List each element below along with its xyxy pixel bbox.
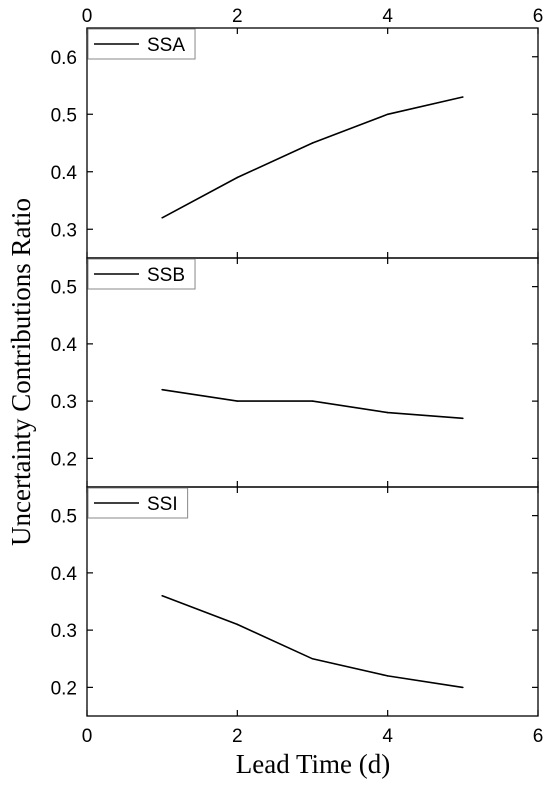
data-point <box>311 657 314 660</box>
legend-ssb: SSB <box>87 258 196 290</box>
y-tick-label: 0.4 <box>51 564 78 585</box>
panel-3: 0.2 0.3 0.4 0.5 SSI <box>51 486 539 717</box>
y-tick-label: 0.3 <box>51 621 77 642</box>
panel-2: 0.2 0.3 0.4 0.5 SSB <box>51 257 539 488</box>
panel-1: 0.3 0.4 0.5 0.6 SSA <box>51 27 539 259</box>
y-tick-label: 0.4 <box>51 163 78 184</box>
data-point <box>161 388 163 391</box>
x-axis-title: Lead Time (d) <box>236 749 391 779</box>
legend-ssa: SSA <box>87 28 196 60</box>
y-tick-label: 0.3 <box>51 220 77 241</box>
legend-label: SSA <box>147 35 185 56</box>
y-tick-label: 0.3 <box>51 392 77 413</box>
x-tick-label: 0 <box>82 726 93 747</box>
panel-frame <box>86 257 539 488</box>
x-tick-label: 6 <box>533 726 544 747</box>
data-point <box>236 176 239 179</box>
data-point <box>386 113 389 116</box>
legend-label: SSI <box>147 494 178 515</box>
y-axis-title: Uncertainty Contributions Ratio <box>6 198 36 546</box>
series-line-ssi <box>161 595 463 689</box>
x-tick-label-top: 6 <box>533 6 544 27</box>
x-tick-label: 4 <box>382 726 393 747</box>
data-point <box>462 96 464 98</box>
y-tick-label: 0.6 <box>51 48 77 69</box>
data-point <box>161 594 163 597</box>
y-tick-label: 0.2 <box>51 449 77 470</box>
y-tick-label: 0.5 <box>51 105 77 126</box>
x-tick-label-top: 0 <box>82 6 93 27</box>
y-tick-label: 0.4 <box>51 335 78 356</box>
legend-ssi: SSI <box>87 487 189 519</box>
data-point <box>386 675 389 677</box>
y-tick-label: 0.2 <box>51 678 77 699</box>
panel-frame <box>86 486 539 717</box>
data-point <box>462 686 464 689</box>
data-point <box>236 400 239 402</box>
x-tick-label-top: 2 <box>232 6 243 27</box>
data-point <box>386 411 389 414</box>
data-point <box>161 216 163 219</box>
plot-area: 0.30.40.50.6SSA0.20.30.40.5SSB0.20.30.40… <box>51 6 544 747</box>
data-point <box>462 417 464 420</box>
data-point <box>311 142 314 144</box>
y-tick-label: 0.5 <box>51 278 77 299</box>
data-point <box>311 400 314 402</box>
legend-label: SSB <box>147 265 185 286</box>
series-line-ssa <box>161 96 463 219</box>
y-tick-label: 0.5 <box>51 507 77 528</box>
data-point <box>236 623 239 626</box>
series-line-ssb <box>162 388 463 420</box>
x-tick-label-top: 4 <box>382 6 393 27</box>
x-tick-label: 2 <box>232 726 243 747</box>
